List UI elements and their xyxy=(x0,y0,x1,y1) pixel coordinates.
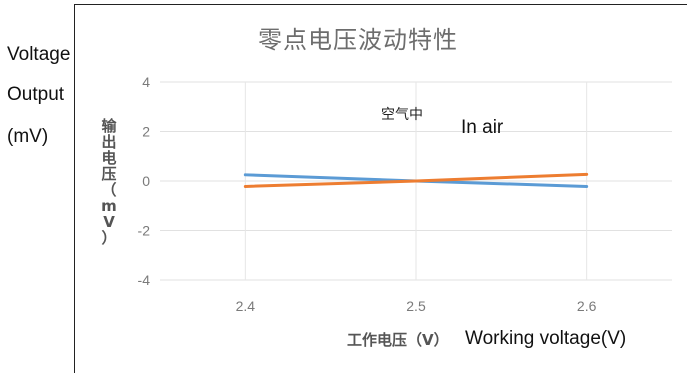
chart-frame xyxy=(74,4,687,373)
x-tick-label: 2.4 xyxy=(236,298,256,314)
series-line-2 xyxy=(243,172,589,188)
y-tick-label: 4 xyxy=(142,74,150,90)
y-tick-label: 2 xyxy=(142,124,150,140)
y-axis-label: 输出电压（m V） xyxy=(101,117,117,247)
y-tick-label: -4 xyxy=(138,272,151,288)
y-label-en-line-2: Output xyxy=(7,84,65,105)
x-axis-label: 工作电压（V） xyxy=(347,331,449,349)
x-tick-label: 2.5 xyxy=(406,298,426,314)
x-axis-label-en: Working voltage(V) xyxy=(465,328,627,349)
y-label-en-line-1: Voltage xyxy=(7,44,71,65)
y-tick-label: -2 xyxy=(138,223,151,239)
annotation-en-label: In air xyxy=(461,117,504,138)
y-tick-label: 0 xyxy=(142,173,150,189)
y-label-en-line-3: (mV) xyxy=(7,126,49,147)
annotation-label: 空气中 xyxy=(381,107,423,123)
x-tick-label: 2.6 xyxy=(577,298,597,314)
chart-title: 零点电压波动特性 xyxy=(258,26,458,54)
